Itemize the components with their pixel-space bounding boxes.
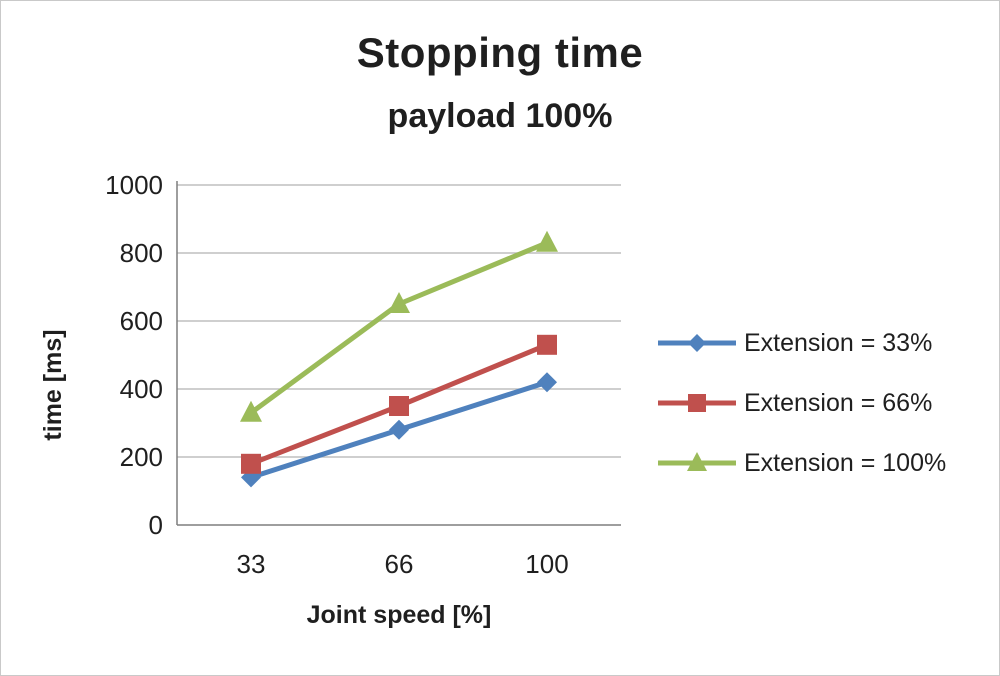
plot-svg: 0 200 400 600 800 1000 33 66 100 time [ms] Joint s… (39, 170, 621, 629)
plot-area: 0 200 400 600 800 1000 33 66 100 time [ms] Joint s… (9, 151, 659, 656)
square-marker-icon (241, 453, 261, 474)
x-tick-label: 100 (525, 549, 568, 579)
chart-title: Stopping time (356, 29, 644, 76)
legend: Extension = 33% Extension = 66% Extension … (656, 323, 946, 483)
legend-sample-svg (658, 334, 736, 352)
legend-label: Extension = 100% (744, 448, 947, 477)
x-tick-label: 33 (237, 549, 266, 579)
square-marker-icon (389, 396, 409, 416)
diamond-marker-icon (537, 372, 557, 393)
square-marker-icon (537, 334, 557, 355)
y-tick-label: 200 (120, 442, 163, 472)
x-tick-label: 66 (385, 549, 414, 579)
legend-sample-svg (658, 452, 736, 471)
triangle-marker-icon (240, 400, 262, 422)
legend-sample (656, 383, 738, 423)
chart-subtitle: payload 100% (387, 97, 613, 135)
series-line (248, 240, 550, 416)
legend-sample (656, 323, 738, 363)
square-marker-icon (688, 394, 706, 412)
y-tick-label: 400 (120, 374, 163, 404)
legend-item: Extension = 33% (656, 323, 946, 363)
y-tick-label: 0 (149, 510, 163, 540)
legend-item: Extension = 66% (656, 383, 946, 423)
y-axis-label: time [ms] (39, 329, 67, 440)
triangle-marker-icon (388, 292, 410, 313)
legend-label: Extension = 33% (744, 328, 933, 357)
legend-label: Extension = 66% (744, 388, 933, 417)
legend-sample (656, 443, 738, 483)
y-tick-label: 600 (120, 306, 163, 336)
triangle-marker-icon (687, 452, 707, 471)
diamond-marker-icon (389, 419, 409, 440)
legend-item: Extension = 100% (656, 443, 946, 483)
legend-sample-svg (658, 394, 736, 412)
y-tick-label: 1000 (105, 170, 163, 200)
triangle-marker-icon (536, 230, 558, 252)
y-tick-label: 800 (120, 238, 163, 268)
diamond-marker-icon (688, 334, 706, 352)
x-axis-label: Joint speed [%] (307, 601, 492, 629)
